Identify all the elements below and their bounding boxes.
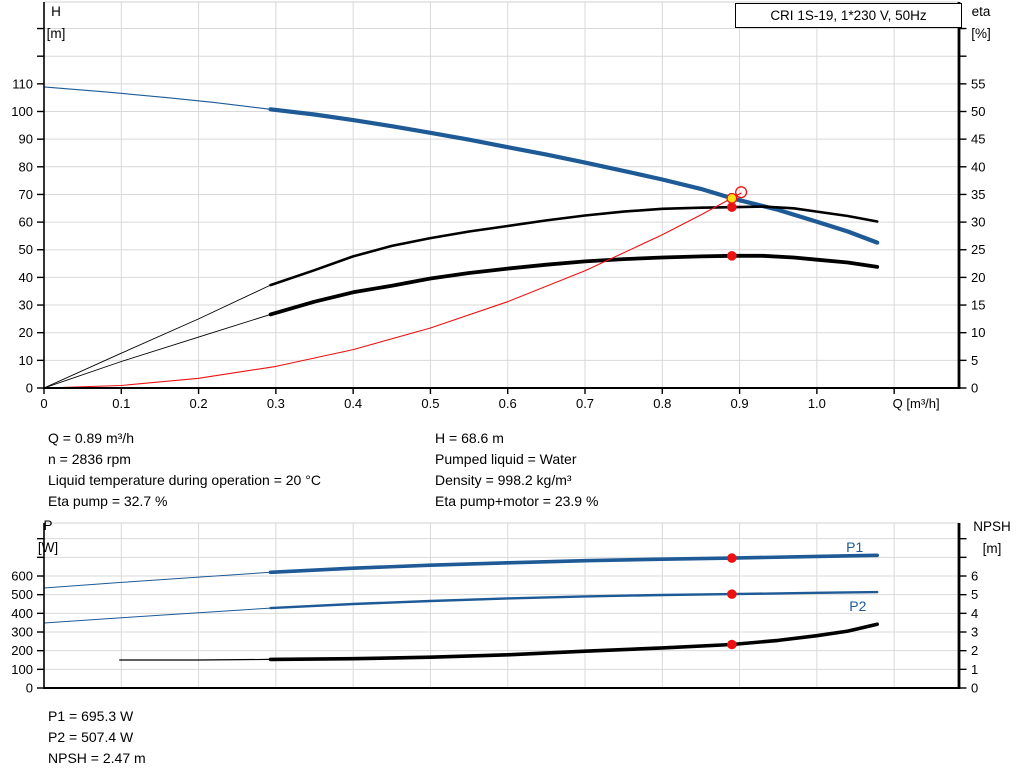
tick-label-y-left: 60: [19, 215, 33, 230]
tick-label-y-left: 70: [19, 187, 33, 202]
tick-label-y-left: 200: [11, 643, 33, 658]
tick-label-y-right: 3: [971, 625, 978, 640]
system-curve: [43, 192, 742, 389]
duty-point-eta-pump: [727, 202, 737, 212]
info-line-liquid: Pumped liquid = Water: [435, 451, 577, 467]
power-axis-name: P: [43, 518, 53, 533]
pump-title-box: CRI 1S-19, 1*230 V, 50Hz: [735, 3, 962, 28]
tick-label-x: 0.3: [267, 396, 285, 411]
pump-title: CRI 1S-19, 1*230 V, 50Hz: [770, 8, 927, 23]
info-line-n: n = 2836 rpm: [48, 451, 131, 467]
info-line-npsh: NPSH = 2.47 m: [48, 750, 146, 766]
tick-label-y-right: 1: [971, 662, 978, 677]
duty-point-npsh: [727, 639, 737, 650]
tick-label-y-left: 0: [26, 381, 33, 396]
tick-label-y-left: 20: [19, 325, 33, 340]
tick-label-y-right: 20: [971, 270, 985, 285]
tick-label-y-right: 50: [971, 104, 985, 119]
eta-pump-curve: [269, 205, 879, 287]
tick-label-x: 0: [40, 396, 47, 411]
tick-label-y-left: 400: [11, 606, 33, 621]
info-line-eta-pump-motor: Eta pump+motor = 23.9 %: [435, 493, 599, 509]
tick-label-y-right: 5: [971, 353, 978, 368]
info-line-density: Density = 998.2 kg/m³: [435, 472, 572, 488]
tick-label-y-left: 300: [11, 625, 33, 640]
power-info-block: P1 = 695.3 W P2 = 507.4 W NPSH = 2.47 m: [48, 706, 146, 769]
tick-label-y-right: 10: [971, 325, 985, 340]
info-line-eta-pump: Eta pump = 32.7 %: [48, 493, 168, 509]
tick-label-y-right: 45: [971, 132, 985, 147]
npsh-curve-extended: [119, 658, 272, 661]
curve-label-p1: P1: [846, 539, 863, 555]
tick-label-y-left: 10: [19, 353, 33, 368]
tick-label-y-right: 25: [971, 242, 985, 257]
tick-label-y-right: 5: [971, 587, 978, 602]
duty-point-p2: [727, 589, 737, 599]
info-line-h: H = 68.6 m: [435, 430, 504, 446]
head-axis-unit: [m]: [46, 26, 66, 41]
p2-curve-extended: [43, 607, 271, 624]
system-curve-end-ring: [735, 186, 748, 199]
info-line-q: Q = 0.89 m³/h: [48, 430, 134, 446]
head-axis-name: H: [51, 4, 61, 19]
tick-label-y-right: 15: [971, 298, 985, 313]
tick-label-x: Q [m³/h]: [893, 396, 940, 411]
tick-label-x: 0.6: [499, 396, 517, 411]
tick-label-x: 0.7: [576, 396, 594, 411]
tick-label-y-left: 30: [19, 298, 33, 313]
tick-label-y-right: 40: [971, 159, 985, 174]
tick-label-x: 1.0: [808, 396, 826, 411]
eta-axis-unit: [%]: [971, 26, 991, 41]
curve-label-p2: P2: [849, 598, 866, 614]
tick-label-y-left: 100: [11, 104, 33, 119]
eta-pump-motor-curve-extended: [43, 313, 271, 389]
npsh-axis-unit: [m]: [982, 541, 1002, 556]
tick-label-y-right: 0: [971, 381, 978, 396]
duty-point-p1: [727, 553, 737, 563]
info-line-p1: P1 = 695.3 W: [48, 708, 134, 724]
tick-label-y-right: 0: [971, 681, 978, 696]
duty-point-eta-pump-motor: [727, 251, 737, 261]
tick-label-x: 0.9: [731, 396, 749, 411]
p1-curve-extended: [43, 571, 271, 589]
head-curve-extended: [43, 86, 272, 110]
p2-curve: [269, 590, 879, 610]
tick-label-y-left: 100: [11, 662, 33, 677]
eta-pump-curve-extended: [43, 284, 271, 389]
tick-label-y-left: 0: [26, 681, 33, 696]
duty-point-head: [726, 192, 738, 204]
npsh-axis-name: NPSH: [973, 519, 1011, 534]
tick-label-y-left: 90: [19, 132, 33, 147]
tick-label-y-left: 50: [19, 242, 33, 257]
tick-label-y-right: 4: [971, 606, 978, 621]
tick-label-y-right: 35: [971, 187, 985, 202]
tick-label-y-right: 30: [971, 215, 985, 230]
tick-label-x: 0.1: [112, 396, 130, 411]
tick-label-x: 0.8: [653, 396, 671, 411]
eta-pump-motor-curve: [268, 253, 880, 317]
tick-label-y-right: 2: [971, 643, 978, 658]
power-axis-unit: [W]: [37, 540, 59, 555]
tick-label-y-left: 600: [11, 569, 33, 584]
tick-label-x: 0.4: [344, 396, 362, 411]
tick-label-y-right: 6: [971, 569, 978, 584]
tick-label-x: 0.2: [190, 396, 208, 411]
info-line-p2: P2 = 507.4 W: [48, 729, 134, 745]
tick-label-y-left: 110: [12, 76, 33, 91]
head-curve: [268, 107, 880, 245]
duty-info-left: Q = 0.89 m³/h n = 2836 rpm Liquid temper…: [48, 428, 321, 512]
info-line-temp: Liquid temperature during operation = 20…: [48, 472, 321, 488]
eta-axis-name: eta: [971, 4, 991, 19]
tick-label-y-left: 80: [19, 159, 33, 174]
tick-label-y-left: 40: [19, 270, 33, 285]
tick-label-x: 0.5: [421, 396, 439, 411]
tick-label-y-right: 55: [971, 76, 985, 91]
p1-curve: [268, 553, 880, 575]
npsh-curve: [268, 622, 880, 662]
tick-label-y-left: 500: [11, 587, 33, 602]
duty-info-right: H = 68.6 m Pumped liquid = Water Density…: [435, 428, 598, 512]
